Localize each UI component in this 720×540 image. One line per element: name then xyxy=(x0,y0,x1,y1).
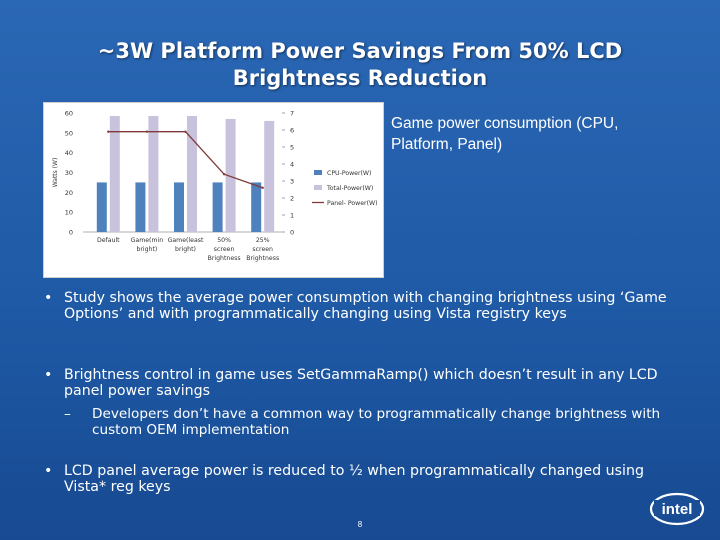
y2-tick-label: 7 xyxy=(290,110,294,118)
x-tick-label: Default xyxy=(97,237,120,244)
y2-tick-label: 2 xyxy=(290,195,294,203)
panel-power-point xyxy=(107,130,110,133)
intel-logo-text: intel xyxy=(662,501,693,518)
sub-bullet-text: Developers don’t have a common way to pr… xyxy=(92,406,661,438)
bar-total-power-w xyxy=(264,120,275,232)
bullet-text-2: Brightness control in game uses SetGamma… xyxy=(64,367,658,399)
x-tick-label: Game(min xyxy=(131,237,164,244)
bar-total-power-w xyxy=(225,118,236,232)
x-tick-label: Brightness xyxy=(246,255,279,262)
bar-cpu-power-w xyxy=(174,182,184,232)
y2-tick-label: 5 xyxy=(290,144,294,152)
x-tick-label: bright) xyxy=(136,246,157,253)
x-tick-label: Game(least xyxy=(168,237,204,244)
y2-tick-label: 4 xyxy=(290,161,294,169)
legend-label: Total-Power(W) xyxy=(326,185,373,192)
panel-power-point xyxy=(184,130,187,133)
panel-power-point xyxy=(145,130,149,133)
legend-label: CPU-Power(W) xyxy=(327,170,371,177)
y-tick-label: 20 xyxy=(65,189,73,197)
bullet-dot-3: • xyxy=(44,463,53,479)
bar-total-power-w xyxy=(148,115,159,232)
y-tick-label: 50 xyxy=(65,129,73,137)
slide-title: ~3W Platform Power Savings From 50% LCD … xyxy=(20,38,700,92)
legend-swatch xyxy=(314,185,322,190)
y-tick-label: 0 xyxy=(69,229,73,237)
y2-tick-label: 1 xyxy=(290,212,294,220)
bullet-text-1: Study shows the average power consumptio… xyxy=(64,290,667,322)
panel-power-point xyxy=(261,186,264,189)
x-tick-label: 25% xyxy=(256,237,270,244)
slide-title-line-1: ~3W Platform Power Savings From 50% LCD xyxy=(97,39,623,63)
bullet-dot-1: • xyxy=(44,290,53,306)
slide-title-line-2: Brightness Reduction xyxy=(232,66,488,90)
x-tick-label: screen xyxy=(252,246,273,253)
chart-caption: Game power consumption (CPU, Platform, P… xyxy=(391,115,619,153)
x-tick-label: screen xyxy=(214,246,235,253)
legend-label: Panel- Power(W) xyxy=(327,200,378,207)
y2-tick-label: 3 xyxy=(290,178,294,186)
bar-total-power-w xyxy=(187,115,197,232)
power-chart-svg: 0 10 20 30 40 50 60 0 1 2 3 4 5 6 7 Watts (W) Default Gam… xyxy=(52,110,378,263)
x-tick-label: 50% xyxy=(217,237,231,244)
bar-total-power-w xyxy=(109,115,120,232)
intel-logo: intel xyxy=(649,492,705,526)
panel-power-point xyxy=(222,173,226,176)
panel-power-line xyxy=(108,131,263,189)
x-tick-label: bright) xyxy=(175,246,196,253)
bar-cpu-power-w xyxy=(96,182,107,232)
bullet-dot-2: • xyxy=(44,367,53,383)
power-chart: 0 10 20 30 40 50 60 0 1 2 3 4 5 6 7 Watts (W) Default Gam… xyxy=(43,102,384,278)
y2-tick-label: 0 xyxy=(290,229,294,237)
y2-tick-label: 6 xyxy=(290,127,294,135)
bar-cpu-power-w xyxy=(212,182,223,232)
y-axis-title: Watts (W) xyxy=(52,158,59,188)
bullet-text-3: LCD panel average power is reduced to ½ … xyxy=(64,463,644,495)
legend-swatch xyxy=(314,170,322,175)
page-number: 8 xyxy=(357,520,363,529)
bar-cpu-power-w xyxy=(135,182,146,232)
sub-bullet-dash: – xyxy=(64,406,71,422)
x-tick-label: Brightness xyxy=(208,255,241,262)
y-tick-label: 60 xyxy=(65,110,73,118)
bar-cpu-power-w xyxy=(251,182,262,232)
y-tick-label: 30 xyxy=(65,169,73,177)
y-tick-label: 40 xyxy=(65,149,73,157)
y-tick-label: 10 xyxy=(65,209,73,217)
